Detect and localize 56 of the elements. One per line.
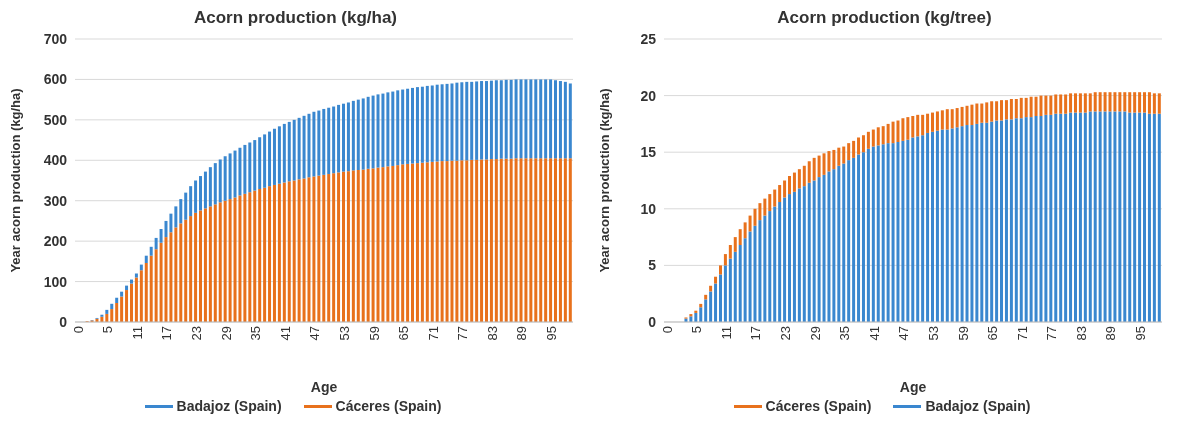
x-tick-label: 65 — [985, 326, 1001, 341]
y-tick-label: 100 — [43, 273, 68, 290]
x-tick-label: 41 — [866, 326, 882, 341]
x-tick-label: 17 — [748, 326, 764, 341]
x-tick-label: 59 — [366, 326, 382, 341]
legend-label: Cáceres (Spain) — [335, 398, 442, 414]
x-tick-label: 11 — [718, 326, 734, 340]
y-tick-label: 400 — [43, 152, 68, 169]
x-tick-label: 47 — [307, 326, 323, 341]
x-tick-label: 47 — [896, 326, 912, 341]
x-tick-label: 0 — [70, 326, 86, 334]
x-tick-label: 95 — [1133, 326, 1149, 341]
x-tick-label: 5 — [100, 326, 116, 334]
x-tick-label: 53 — [336, 326, 352, 341]
x-tick-label: 23 — [189, 326, 205, 341]
y-tick-label: 300 — [43, 192, 68, 209]
x-tick-label: 77 — [455, 326, 471, 341]
x-tick-label: 95 — [544, 326, 560, 341]
x-tick-label: 77 — [1044, 326, 1060, 341]
y-tick-label: 500 — [43, 111, 68, 128]
x-tick-label: 59 — [955, 326, 971, 341]
y-axis-title: Year acorn production (kg/ha) — [596, 88, 612, 273]
chart-title: Acorn production (kg/ha) — [193, 8, 398, 27]
x-tick-label: 89 — [1103, 326, 1119, 341]
x-tick-label: 83 — [484, 326, 500, 341]
x-axis-title: Age — [899, 379, 927, 395]
x-tick-label: 35 — [248, 326, 264, 341]
y-tick-label: 5 — [648, 257, 657, 274]
y-tick-label: 20 — [640, 87, 657, 104]
legend-label: Badajoz (Spain) — [925, 398, 1031, 414]
x-tick-label: 71 — [1014, 326, 1030, 341]
x-tick-label: 5 — [689, 326, 705, 334]
x-tick-label: 35 — [837, 326, 853, 341]
x-tick-label: 23 — [778, 326, 794, 341]
x-tick-label: 65 — [396, 326, 412, 341]
x-tick-label: 0 — [659, 326, 675, 334]
x-axis-title: Age — [310, 379, 338, 395]
y-tick-label: 15 — [640, 144, 657, 161]
x-tick-label: 29 — [218, 326, 234, 341]
y-tick-label: 700 — [43, 30, 68, 47]
legend-label: Badajoz (Spain) — [176, 398, 282, 414]
y-axis-title: Year acorn production (kg/ha) — [7, 88, 23, 273]
y-tick-label: 25 — [640, 30, 657, 47]
x-tick-label: 83 — [1073, 326, 1089, 341]
y-tick-label: 10 — [640, 200, 657, 217]
x-tick-label: 17 — [159, 326, 175, 341]
x-tick-label: 89 — [514, 326, 530, 341]
x-tick-label: 53 — [925, 326, 941, 341]
y-tick-label: 600 — [43, 71, 68, 88]
y-tick-label: 200 — [43, 233, 68, 250]
x-tick-label: 11 — [129, 326, 145, 340]
x-tick-label: 29 — [807, 326, 823, 341]
legend-label: Cáceres (Spain) — [765, 398, 872, 414]
chart-title: Acorn production (kg/tree) — [777, 8, 992, 27]
x-tick-label: 41 — [277, 326, 293, 341]
x-tick-label: 71 — [425, 326, 441, 341]
